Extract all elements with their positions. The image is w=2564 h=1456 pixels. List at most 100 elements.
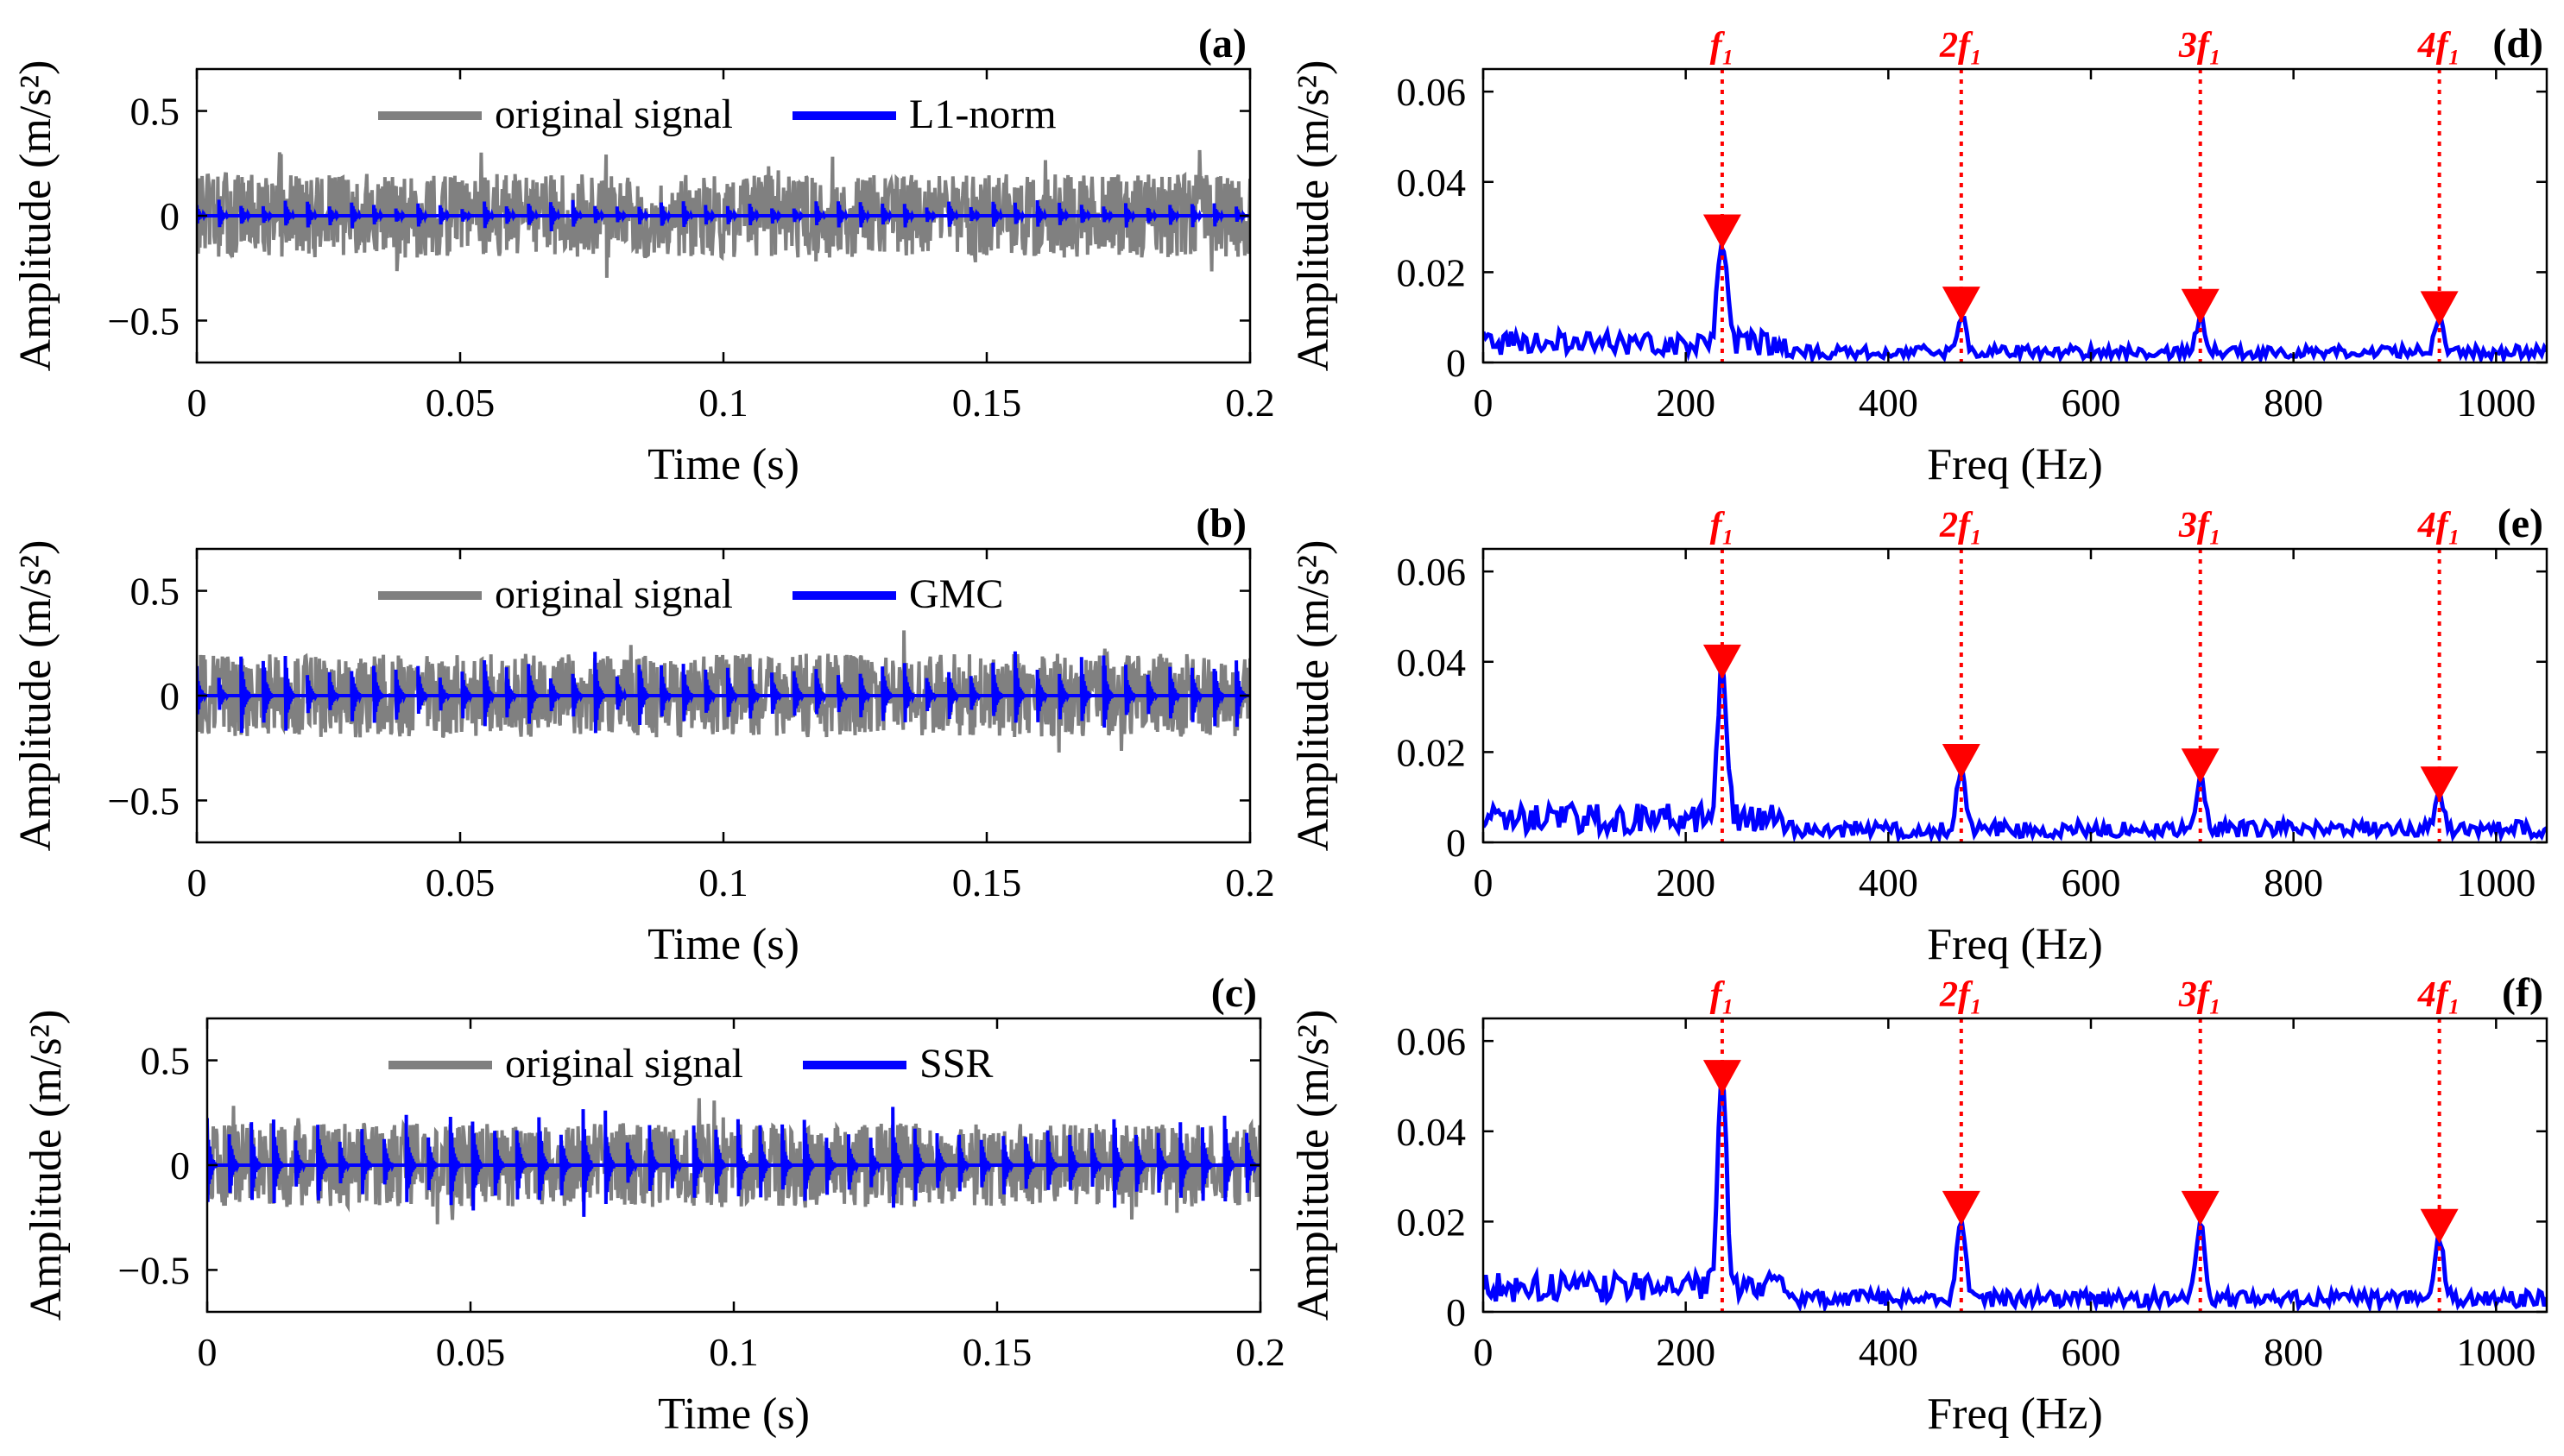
panel-f: f₁ 2f₁ 3f₁ 4f₁ 0 200 400 600 800 1000 0 0.02 0.04 0.0… xyxy=(1289,970,2548,1439)
x-tick-label: 0.2 xyxy=(1235,1330,1285,1374)
x-axis-label: Time (s) xyxy=(658,1390,810,1439)
harmonic-label-3: 3f₁ xyxy=(2178,975,2222,1015)
harmonic-marker-1 xyxy=(1702,214,1741,249)
x-tick-label: 0.05 xyxy=(426,860,496,904)
x-tick-label: 800 xyxy=(2264,860,2323,904)
x-tick-label: 0.1 xyxy=(698,381,748,425)
plot-area xyxy=(1483,1077,2547,1312)
x-tick-label: 200 xyxy=(1656,381,1715,425)
x-tick-label: 400 xyxy=(1859,860,1918,904)
panel-label: (b) xyxy=(1196,501,1247,546)
harmonic-label-3: 3f₁ xyxy=(2178,506,2222,545)
axes-box xyxy=(1481,1017,2548,1314)
y-tick-label: 0 xyxy=(160,674,180,718)
x-axis-label: Time (s) xyxy=(647,920,799,969)
x-tick-label: 0 xyxy=(1474,381,1494,425)
x-axis-label: Time (s) xyxy=(647,440,799,489)
legend-label-original: original signal xyxy=(505,1041,743,1087)
panel-label: (c) xyxy=(1211,970,1257,1016)
y-tick-label: 0.04 xyxy=(1397,161,1467,205)
x-axis-label: Freq (Hz) xyxy=(1927,440,2103,489)
x-tick-label: 0.15 xyxy=(952,860,1022,904)
harmonic-marker-4 xyxy=(2420,291,2459,326)
y-axis-label: Amplitude (m/s²) xyxy=(1289,1010,1338,1321)
axes-box xyxy=(1481,67,2548,364)
panel-label: (d) xyxy=(2492,21,2543,66)
x-tick-label: 400 xyxy=(1859,1330,1918,1374)
harmonic-label-4: 4f₁ xyxy=(2417,975,2461,1015)
y-tick-label: 0.5 xyxy=(130,90,180,134)
spectrum-line xyxy=(1483,239,2547,362)
y-axis-label: Amplitude (m/s²) xyxy=(11,60,60,372)
filtered-signal-line xyxy=(197,651,1250,734)
x-tick-label: 0.05 xyxy=(436,1330,506,1374)
x-tick-label: 0.2 xyxy=(1225,381,1275,425)
y-axis-label: Amplitude (m/s²) xyxy=(22,1010,71,1321)
harmonic-label-4: 4f₁ xyxy=(2417,26,2461,66)
y-tick-label: 0.06 xyxy=(1397,550,1467,594)
harmonic-label-2: 2f₁ xyxy=(1939,26,1983,66)
x-tick-label: 200 xyxy=(1656,860,1715,904)
plot-area xyxy=(207,1098,1260,1225)
plot-area xyxy=(197,630,1250,753)
x-tick-label: 400 xyxy=(1859,381,1918,425)
panel-d: f₁ 2f₁ 3f₁ 4f₁ 0 200 400 600 800 1000 0 0.02 0.04 0.0… xyxy=(1289,21,2548,489)
plot-area xyxy=(1483,239,2547,362)
x-tick-label: 0.1 xyxy=(709,1330,759,1374)
x-tick-label: 1000 xyxy=(2456,381,2536,425)
x-tick-label: 600 xyxy=(2062,381,2121,425)
y-axis-label: Amplitude (m/s²) xyxy=(1289,540,1338,852)
legend: original signal GMC xyxy=(378,571,1003,617)
y-tick-label: −0.5 xyxy=(118,1248,190,1292)
axes-box xyxy=(1481,547,2548,844)
legend-label-filtered: SSR xyxy=(919,1041,993,1087)
y-tick-label: 0.02 xyxy=(1397,1200,1467,1244)
harmonic-label-1: f₁ xyxy=(1710,26,1735,66)
spectrum-line xyxy=(1483,1077,2547,1312)
x-tick-label: 0 xyxy=(198,1330,218,1374)
panel-label: (f) xyxy=(2502,970,2543,1016)
x-axis-label: Freq (Hz) xyxy=(1927,920,2103,969)
harmonic-marker-4 xyxy=(2420,766,2459,802)
x-tick-label: 600 xyxy=(2062,860,2121,904)
x-tick-label: 0 xyxy=(187,860,207,904)
plot-area xyxy=(1483,652,2547,842)
x-tick-label: 1000 xyxy=(2456,860,2536,904)
plot-area xyxy=(197,149,1250,278)
x-tick-label: 600 xyxy=(2062,1330,2121,1374)
spectrum-line xyxy=(1483,652,2547,842)
x-tick-label: 0 xyxy=(1474,860,1494,904)
harmonic-label-1: f₁ xyxy=(1710,506,1735,545)
y-tick-label: 0.5 xyxy=(141,1039,191,1083)
harmonic-marker-3 xyxy=(2181,288,2220,324)
y-tick-label: 0 xyxy=(1446,821,1466,865)
legend: original signal L1-norm xyxy=(378,91,1057,137)
y-tick-label: −0.5 xyxy=(108,778,180,823)
harmonic-marker-1 xyxy=(1702,644,1741,679)
harmonic-marker-2 xyxy=(1942,1190,1980,1226)
legend-label-filtered: GMC xyxy=(909,571,1003,617)
x-tick-label: 800 xyxy=(2264,1330,2323,1374)
x-tick-label: 1000 xyxy=(2456,1330,2536,1374)
legend-label-filtered: L1-norm xyxy=(909,91,1057,137)
x-tick-label: 800 xyxy=(2264,381,2323,425)
panel-label: (a) xyxy=(1198,21,1247,66)
x-tick-label: 0 xyxy=(1474,1330,1494,1374)
y-tick-label: −0.5 xyxy=(108,299,180,343)
harmonic-marker-2 xyxy=(1942,744,1980,778)
harmonic-label-3: 3f₁ xyxy=(2178,26,2222,66)
y-axis-label: Amplitude (m/s²) xyxy=(1289,60,1338,372)
y-axis-label: Amplitude (m/s²) xyxy=(11,540,60,852)
harmonic-marker-1 xyxy=(1702,1060,1741,1095)
y-tick-label: 0 xyxy=(160,194,180,238)
legend-label-original: original signal xyxy=(495,571,733,617)
y-tick-label: 0.04 xyxy=(1397,1110,1467,1154)
y-tick-label: 0.02 xyxy=(1397,250,1467,294)
y-tick-label: 0.06 xyxy=(1397,70,1467,114)
harmonic-marker-2 xyxy=(1942,287,1980,322)
y-tick-label: 0.5 xyxy=(130,570,180,614)
panel-label: (e) xyxy=(2498,501,2543,546)
